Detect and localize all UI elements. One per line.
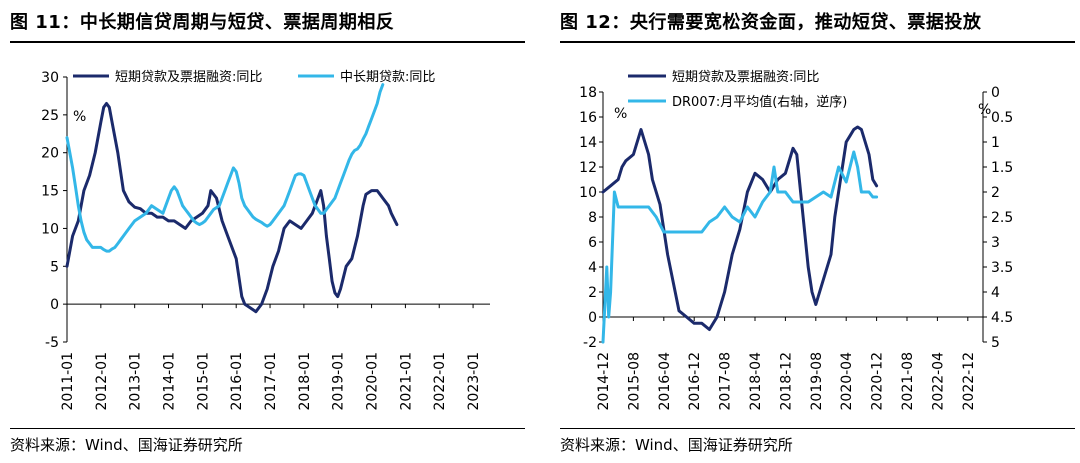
left-title-rule xyxy=(10,41,525,43)
left-y-tick-label: 5 xyxy=(50,259,59,275)
right-x-tick-label: 2019-08 xyxy=(809,352,825,411)
right-left-y-tick-label: 18 xyxy=(579,85,597,101)
right-left-y-tick-label: 14 xyxy=(579,135,597,151)
right-left-unit-label: % xyxy=(614,106,627,122)
right-x-tick-label: 2016-12 xyxy=(687,352,703,411)
right-left-y-tick-label: -2 xyxy=(583,335,597,351)
right-left-y-tick-label: 2 xyxy=(588,285,597,301)
left-y-tick-label: 0 xyxy=(50,297,59,313)
right-left-y-tick-label: 12 xyxy=(579,160,597,176)
right-x-tick-label: 2016-04 xyxy=(657,352,673,411)
right-right-y-tick-label: 4.5 xyxy=(991,310,1013,326)
right-right-y-tick-label: 1.5 xyxy=(991,160,1013,176)
left-series-short-term-loans-line xyxy=(65,102,399,314)
left-x-tick-label: 2013-01 xyxy=(128,352,144,411)
right-line-chart: -2 0 2 4 6 8 10 12 14 16 18 0 0.5 1 1.5 2 2.5 3 3.5 4 4.5 5 20… xyxy=(579,70,1013,411)
right-legend-label-dr007: DR007:月平均值(右轴，逆序) xyxy=(672,94,847,110)
right-bottom-rule xyxy=(560,428,1075,429)
left-series-medium-long-term-loans-line xyxy=(65,83,385,253)
left-source-note: 资料来源：Wind、国海证券研究所 xyxy=(10,436,243,454)
right-right-y-tick-label: 3 xyxy=(991,235,1000,251)
right-x-tick-label: 2022-12 xyxy=(961,352,977,411)
left-legend-label-medium-long-term: 中长期贷款:同比 xyxy=(340,70,435,85)
right-right-y-tick-label: 1 xyxy=(991,135,1000,151)
left-y-tick-label: 25 xyxy=(41,108,59,124)
right-series-short-term-loans-line xyxy=(601,125,879,331)
left-x-tick-label: 2012-01 xyxy=(94,352,110,411)
right-x-tick-label: 2018-12 xyxy=(778,352,794,411)
left-y-tick-label: 20 xyxy=(41,146,59,162)
right-title-rule xyxy=(560,41,1075,43)
right-x-tick-label: 2020-12 xyxy=(870,352,886,411)
left-x-tick-label: 2020-01 xyxy=(365,352,381,411)
right-right-y-tick-label: 2.5 xyxy=(991,210,1013,226)
left-figure-title: 图 11：中长期信贷周期与短贷、票据周期相反 xyxy=(10,12,395,33)
right-x-tick-label: 2015-08 xyxy=(626,352,642,411)
left-y-tick-label: 10 xyxy=(41,221,59,237)
right-x-tick-label: 2020-04 xyxy=(839,352,855,411)
right-right-y-tick-label: 4 xyxy=(991,285,1000,301)
left-x-tick-label: 2017-01 xyxy=(263,352,279,411)
right-left-y-tick-label: 4 xyxy=(588,260,597,276)
left-y-tick-label: -5 xyxy=(45,335,59,351)
right-x-tick-label: 2014-12 xyxy=(596,352,612,411)
left-line-chart: -5 0 5 10 15 20 25 30 2011-01 2012-01 2013-01 2014-… xyxy=(41,70,490,411)
right-x-tick-label: 2018-04 xyxy=(748,352,764,411)
right-x-tick-label: 2017-08 xyxy=(718,352,734,411)
right-left-y-tick-label: 6 xyxy=(588,235,597,251)
right-source-note: 资料来源：Wind、国海证券研究所 xyxy=(560,436,793,454)
right-right-y-tick-label: 2 xyxy=(991,185,1000,201)
right-right-y-tick-label: 3.5 xyxy=(991,260,1013,276)
left-y-tick-label: 15 xyxy=(41,184,59,200)
right-figure-panel: 图 12：央行需要宽松资金面，推动短贷、票据投放 -2 0 2 4 6 8 10 12 14 16… xyxy=(550,0,1080,463)
right-right-y-tick-label: 0 xyxy=(991,85,1000,101)
left-x-tick-label: 2011-01 xyxy=(60,352,76,411)
right-left-y-tick-label: 16 xyxy=(579,110,597,126)
left-x-tick-label: 2023-01 xyxy=(466,352,482,411)
right-series-dr007-line xyxy=(601,150,879,344)
left-x-tick-label: 2016-01 xyxy=(229,352,245,411)
right-left-y-tick-label: 0 xyxy=(588,310,597,326)
right-legend-label-short-term: 短期贷款及票据融资:同比 xyxy=(672,70,819,85)
left-y-tick-label: 30 xyxy=(41,70,59,86)
right-left-y-tick-label: 8 xyxy=(588,210,597,226)
left-x-tick-label: 2019-01 xyxy=(331,352,347,411)
left-x-tick-label: 2022-01 xyxy=(432,352,448,411)
right-x-tick-label: 2022-04 xyxy=(930,352,946,411)
left-x-tick-label: 2014-01 xyxy=(162,352,178,411)
left-legend-label-short-term: 短期贷款及票据融资:同比 xyxy=(115,70,262,85)
left-figure-panel: 图 11：中长期信贷周期与短贷、票据周期相反 -5 0 5 10 15 20 25 30 201… xyxy=(0,0,530,463)
right-right-y-tick-label: 0.5 xyxy=(991,110,1013,126)
left-x-tick-label: 2018-01 xyxy=(297,352,313,411)
left-x-tick-label: 2021-01 xyxy=(398,352,414,411)
right-figure-title: 图 12：央行需要宽松资金面，推动短贷、票据投放 xyxy=(560,12,982,33)
right-left-y-tick-label: 10 xyxy=(579,185,597,201)
left-x-tick-label: 2015-01 xyxy=(195,352,211,411)
right-x-tick-label: 2021-08 xyxy=(900,352,916,411)
left-unit-label: % xyxy=(73,109,86,125)
right-right-y-tick-label: 5 xyxy=(991,335,1000,351)
left-bottom-rule xyxy=(10,428,525,429)
right-right-unit-label: % xyxy=(978,102,991,118)
